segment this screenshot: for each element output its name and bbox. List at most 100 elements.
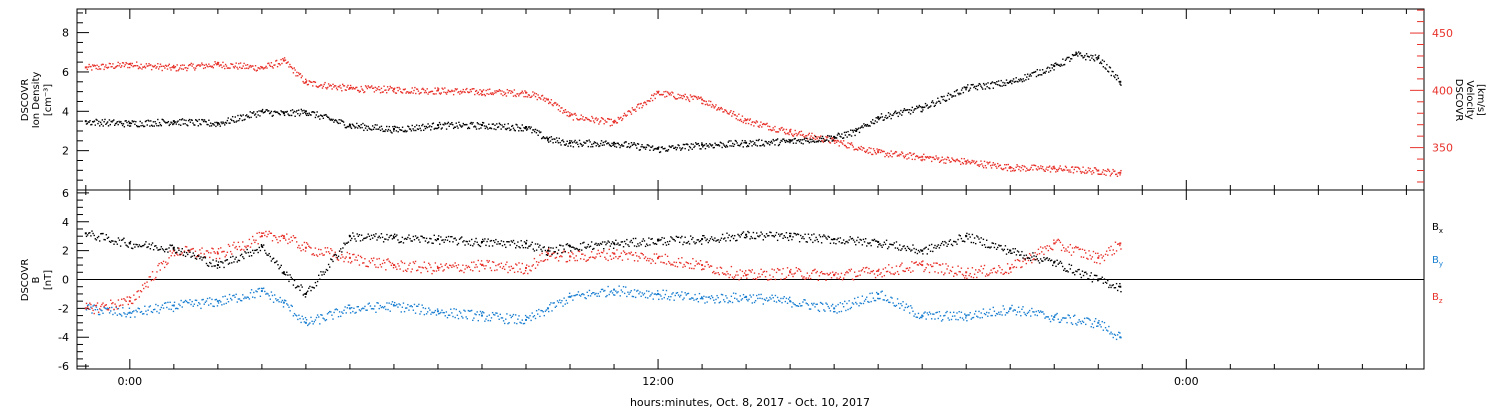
bx-series-dot [343,242,345,244]
velocity-series-dot [928,157,930,159]
density-series-dot [150,124,153,127]
velocity-series-dot [589,120,591,122]
density-series-dot [140,125,142,127]
density-series-dot [814,135,817,138]
velocity-series-dot [785,128,788,131]
bz-series-dot [709,265,712,267]
density-series-dot [500,128,502,130]
velocity-series-dot [704,103,707,106]
density-series-dot [285,111,288,113]
density-series-dot [365,125,368,127]
density-series-dot [395,130,398,132]
bz-series-dot [1021,266,1023,268]
velocity-series-dot [672,92,674,94]
velocity-series-dot [1068,171,1070,173]
bz-series-dot [774,278,777,281]
velocity-series-dot [430,90,432,93]
velocity-series-dot [934,158,936,161]
bz-series-dot [1096,262,1098,264]
bz-series-dot [1112,249,1114,251]
velocity-series-dot [434,87,436,89]
velocity-series-dot [689,94,692,96]
by-series-dot [211,298,213,301]
bx-series-dot [91,230,93,232]
density-series-dot [886,116,889,119]
velocity-series-dot [111,65,113,68]
velocity-series-dot [990,167,993,169]
density-series-dot [1074,54,1076,56]
density-series-dot [490,127,493,130]
by-series-dot [1112,336,1114,339]
density-series-dot [187,124,189,127]
velocity-series-dot [1099,173,1101,175]
bz-series-dot [947,265,949,267]
bz-series-dot [425,267,428,270]
density-series-dot [976,88,979,91]
density-series-dot [1103,60,1105,63]
by-series-dot [1014,309,1017,311]
velocity-series-dot [399,88,401,90]
velocity-series-dot [179,67,181,69]
velocity-series-dot [896,155,899,157]
by-series-dot [947,317,949,319]
velocity-series-dot [946,156,949,158]
velocity-series-dot [317,86,319,89]
density-series-dot [128,120,130,123]
bx-series-dot [408,234,410,236]
by-series-dot [861,295,864,297]
velocity-series-dot [922,158,924,161]
bz-series-dot [740,277,742,279]
bz-series-dot [643,257,646,260]
velocity-series-dot [100,64,103,66]
velocity-series-dot [259,68,261,70]
bz-series-dot [411,268,413,270]
by-series-dot [466,318,468,320]
bx-series-dot [193,254,196,257]
bz-series-dot [1109,249,1111,252]
by-series-dot [584,297,586,299]
bz-series-dot [290,236,292,239]
density-series-dot [229,122,231,124]
bx-series-dot [203,256,205,258]
velocity-series-dot [909,152,912,154]
density-series-dot [359,127,362,129]
by-series-dot [368,302,371,304]
bx-series-dot [452,241,454,243]
velocity-series-dot [375,89,377,92]
by-series-dot [145,310,147,312]
bx-series-dot [163,250,166,253]
bz-series-dot [828,273,831,276]
density-series-dot [1005,79,1008,81]
density-series-dot [149,125,151,127]
bz-series-dot [249,246,252,248]
by-series-dot [906,306,909,309]
density-series-dot [461,125,464,127]
velocity-series-dot [216,61,219,64]
velocity-series-dot [473,88,475,90]
velocity-series-dot [554,101,556,104]
density-series-dot [318,115,320,117]
density-series-dot [1040,74,1042,76]
by-series-dot [156,310,158,313]
bz-series-dot [824,273,826,275]
density-series-dot [279,113,281,116]
by-series-dot [548,310,550,313]
by-series-dot [860,302,862,305]
bz-series-dot [1037,248,1040,251]
by-series-dot [323,318,325,320]
velocity-series-dot [426,88,428,90]
bz-series-dot [377,266,379,269]
by-series-dot [997,313,999,315]
by-series-dot [750,296,752,298]
density-series-dot [697,142,700,145]
density-series-dot [132,121,134,123]
density-series-dot [341,120,344,122]
velocity-series-dot [215,62,217,65]
density-series-dot [894,110,897,112]
by-series-dot [425,313,428,315]
density-series-dot [120,120,122,123]
density-series-dot [911,106,914,109]
velocity-series-dot [684,93,686,96]
velocity-series-dot [675,98,678,100]
density-series-dot [1043,71,1046,74]
